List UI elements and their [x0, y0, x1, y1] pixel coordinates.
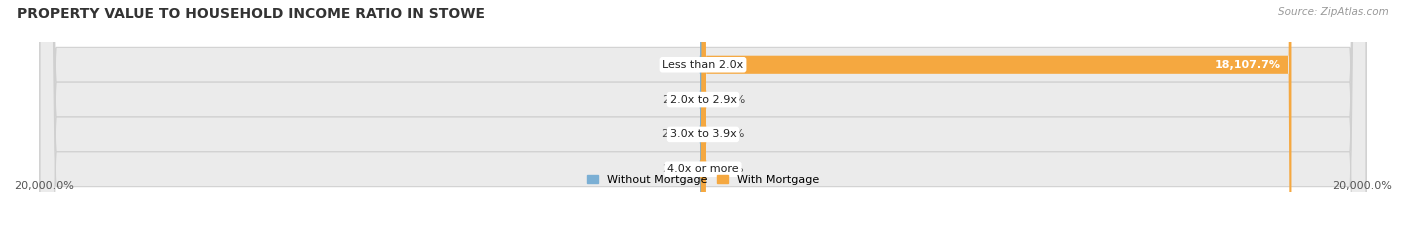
Text: Source: ZipAtlas.com: Source: ZipAtlas.com: [1278, 7, 1389, 17]
FancyBboxPatch shape: [700, 0, 706, 234]
FancyBboxPatch shape: [700, 0, 706, 234]
FancyBboxPatch shape: [39, 0, 1367, 234]
Text: 27.1%: 27.1%: [661, 129, 697, 139]
FancyBboxPatch shape: [700, 0, 706, 234]
FancyBboxPatch shape: [700, 0, 706, 234]
FancyBboxPatch shape: [700, 0, 706, 234]
FancyBboxPatch shape: [39, 0, 1367, 234]
Text: 20,000.0%: 20,000.0%: [1331, 181, 1392, 191]
Text: 2.0x to 2.9x: 2.0x to 2.9x: [669, 95, 737, 105]
FancyBboxPatch shape: [702, 0, 706, 234]
Text: 21.1%: 21.1%: [662, 95, 697, 105]
Text: Less than 2.0x: Less than 2.0x: [662, 60, 744, 70]
Text: 3.0x to 3.9x: 3.0x to 3.9x: [669, 129, 737, 139]
Text: 20,000.0%: 20,000.0%: [14, 181, 75, 191]
Text: 18,107.7%: 18,107.7%: [1215, 60, 1281, 70]
Text: 28.2%: 28.2%: [661, 60, 697, 70]
Text: 25.1%: 25.1%: [709, 129, 744, 139]
Text: 55.1%: 55.1%: [710, 95, 745, 105]
Text: 4.0x or more: 4.0x or more: [668, 164, 738, 174]
Text: 17.2%: 17.2%: [709, 164, 744, 174]
FancyBboxPatch shape: [39, 0, 1367, 234]
Text: PROPERTY VALUE TO HOUSEHOLD INCOME RATIO IN STOWE: PROPERTY VALUE TO HOUSEHOLD INCOME RATIO…: [17, 7, 485, 21]
Text: 23.6%: 23.6%: [662, 164, 697, 174]
Legend: Without Mortgage, With Mortgage: Without Mortgage, With Mortgage: [582, 170, 824, 189]
FancyBboxPatch shape: [39, 0, 1367, 234]
FancyBboxPatch shape: [703, 0, 1292, 234]
FancyBboxPatch shape: [700, 0, 706, 234]
